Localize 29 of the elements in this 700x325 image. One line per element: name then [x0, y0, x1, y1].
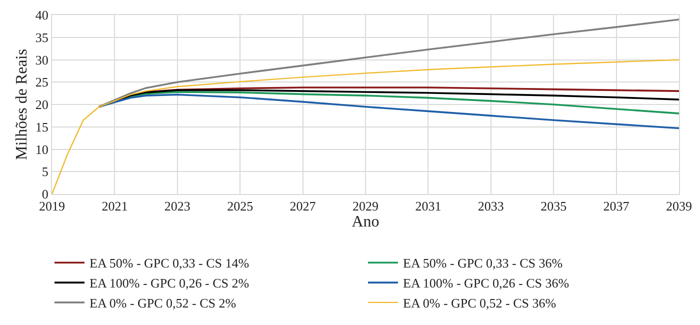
legend-label: EA 0% - GPC 0,52 - CS 2% — [90, 296, 236, 311]
x-tick-label: 2035 — [540, 198, 567, 214]
y-tick-label: 5 — [42, 164, 48, 180]
x-tick-label: 2031 — [415, 198, 442, 214]
x-tick-label: 2033 — [478, 198, 504, 214]
x-tick-label: 2027 — [290, 198, 316, 214]
legend-label: EA 100% - GPC 0,26 - CS 36% — [403, 276, 570, 291]
x-tick-label: 2025 — [227, 198, 254, 214]
x-tick-label: 2037 — [603, 198, 630, 214]
legend-label: EA 50% - GPC 0,33 - CS 14% — [90, 256, 250, 271]
legend-label: EA 50% - GPC 0,33 - CS 36% — [403, 256, 563, 271]
y-tick-label: 30 — [35, 52, 48, 68]
line-series — [98, 18, 679, 108]
x-axis-title: Ano — [352, 214, 380, 231]
y-tick-label: 10 — [35, 142, 48, 157]
y-tick-label: 15 — [35, 119, 48, 134]
x-tick-label: 2039 — [666, 198, 692, 214]
legend-label: EA 100% - GPC 0,26 - CS 2% — [90, 276, 250, 291]
x-tick-label: 2029 — [352, 198, 378, 214]
legend-label: EA 0% - GPC 0,52 - CS 36% — [403, 296, 556, 311]
x-tick-label: 2023 — [164, 198, 190, 214]
y-tick-label: 25 — [35, 74, 48, 90]
x-tick-label: 2021 — [102, 198, 128, 214]
line-series — [98, 94, 679, 130]
y-axis-title: Milhões de Reais — [13, 48, 30, 160]
y-tick-label: 20 — [35, 97, 48, 112]
y-tick-label: 40 — [35, 8, 48, 23]
line-series — [52, 59, 679, 194]
y-tick-label: 35 — [35, 30, 48, 45]
